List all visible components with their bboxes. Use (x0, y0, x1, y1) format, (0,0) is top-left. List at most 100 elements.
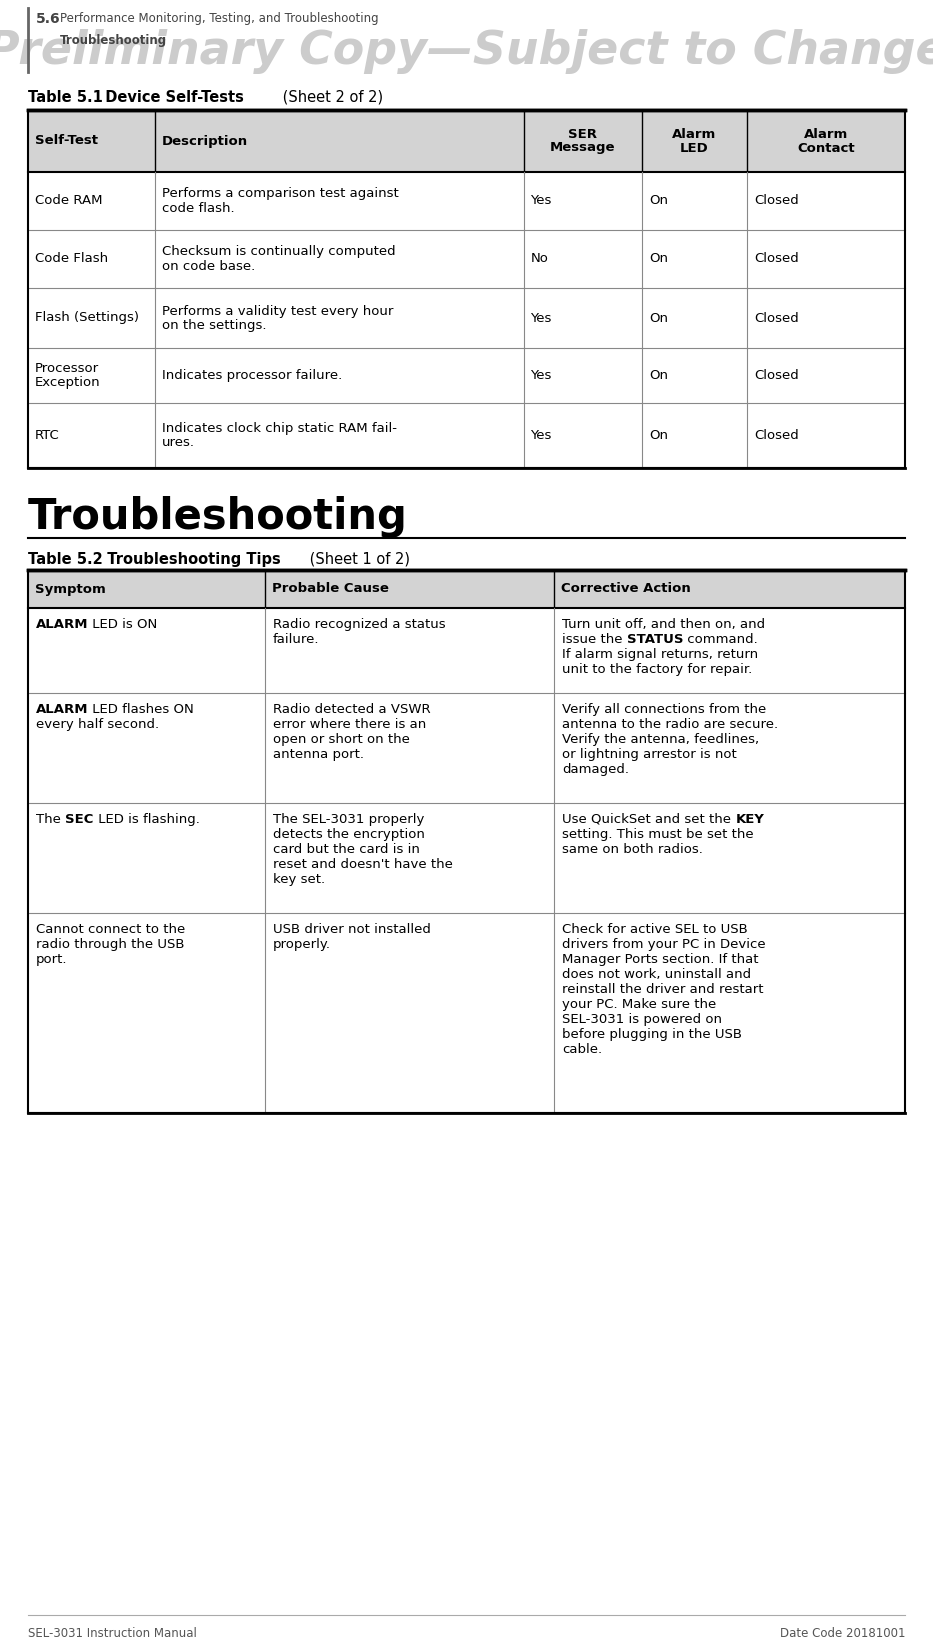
Bar (28, 348, 905, 403)
Text: LED: LED (680, 141, 709, 154)
Text: detects the encryption: detects the encryption (272, 828, 425, 841)
Text: Performs a validity test every hour: Performs a validity test every hour (162, 304, 394, 317)
Text: properly.: properly. (272, 938, 331, 951)
Text: before plugging in the USB: before plugging in the USB (563, 1029, 742, 1042)
Text: On: On (648, 429, 668, 442)
Text: on code base.: on code base. (162, 260, 256, 273)
Text: Corrective Action: Corrective Action (562, 583, 691, 595)
Text: Yes: Yes (531, 194, 552, 207)
Text: SEC: SEC (65, 813, 93, 826)
Text: does not work, uninstall and: does not work, uninstall and (563, 968, 751, 981)
Text: KEY: KEY (735, 813, 764, 826)
Text: Verify all connections from the: Verify all connections from the (563, 703, 766, 716)
Text: ALARM: ALARM (36, 618, 89, 631)
Text: reset and doesn't have the: reset and doesn't have the (272, 858, 453, 871)
Text: antenna port.: antenna port. (272, 748, 364, 761)
Text: (Sheet 2 of 2): (Sheet 2 of 2) (278, 90, 383, 105)
Text: key set.: key set. (272, 872, 325, 886)
Text: reinstall the driver and restart: reinstall the driver and restart (563, 983, 764, 996)
Text: ALARM: ALARM (36, 703, 89, 716)
Bar (28, 914, 905, 1112)
Text: No: No (531, 253, 549, 266)
Text: LED is flashing.: LED is flashing. (93, 813, 200, 826)
Text: radio through the USB: radio through the USB (36, 938, 185, 951)
Text: USB driver not installed: USB driver not installed (272, 923, 431, 937)
Text: ures.: ures. (162, 435, 195, 449)
Bar (28, 173, 905, 230)
Text: Contact: Contact (798, 141, 855, 154)
Text: Indicates clock chip static RAM fail-: Indicates clock chip static RAM fail- (162, 422, 397, 435)
Text: Code RAM: Code RAM (35, 194, 103, 207)
Bar (28, 110, 905, 468)
Text: SEL-3031 Instruction Manual: SEL-3031 Instruction Manual (28, 1627, 197, 1640)
Text: RTC: RTC (35, 429, 60, 442)
Text: Performs a comparison test against: Performs a comparison test against (162, 187, 399, 200)
Text: Symptom: Symptom (35, 583, 105, 595)
Text: unit to the factory for repair.: unit to the factory for repair. (563, 664, 752, 675)
Text: every half second.: every half second. (36, 718, 160, 731)
Text: Manager Ports section. If that: Manager Ports section. If that (563, 953, 759, 966)
Text: Turn unit off, and then on, and: Turn unit off, and then on, and (563, 618, 765, 631)
Text: On: On (648, 370, 668, 383)
Text: Message: Message (550, 141, 616, 154)
Text: The SEL-3031 properly: The SEL-3031 properly (272, 813, 425, 826)
Text: Code Flash: Code Flash (35, 253, 108, 266)
Text: Flash (Settings): Flash (Settings) (35, 312, 139, 325)
Text: Yes: Yes (531, 429, 552, 442)
Text: SER: SER (568, 128, 597, 141)
Text: Exception: Exception (35, 376, 101, 389)
Text: antenna to the radio are secure.: antenna to the radio are secure. (563, 718, 778, 731)
Text: drivers from your PC in Device: drivers from your PC in Device (563, 938, 766, 951)
Text: Cannot connect to the: Cannot connect to the (36, 923, 186, 937)
Text: Closed: Closed (754, 370, 799, 383)
Text: card but the card is in: card but the card is in (272, 843, 420, 856)
Text: Troubleshooting: Troubleshooting (60, 35, 167, 48)
Text: The: The (36, 813, 65, 826)
Text: setting. This must be set the: setting. This must be set the (563, 828, 754, 841)
Text: Alarm: Alarm (804, 128, 848, 141)
Text: same on both radios.: same on both radios. (563, 843, 703, 856)
Text: your PC. Make sure the: your PC. Make sure the (563, 997, 717, 1010)
Text: On: On (648, 312, 668, 325)
Text: Yes: Yes (531, 312, 552, 325)
Text: Closed: Closed (754, 312, 799, 325)
Text: Troubleshooting: Troubleshooting (28, 496, 408, 537)
Bar (28, 570, 905, 1112)
Text: 5.6: 5.6 (36, 12, 61, 26)
Bar (28, 110, 905, 173)
Text: Description: Description (162, 135, 248, 148)
Bar (28, 230, 905, 288)
Text: Radio recognized a status: Radio recognized a status (272, 618, 445, 631)
Text: Checksum is continually computed: Checksum is continually computed (162, 245, 396, 258)
Text: Troubleshooting Tips: Troubleshooting Tips (97, 552, 281, 567)
Text: Alarm: Alarm (673, 128, 717, 141)
Text: STATUS: STATUS (627, 633, 684, 646)
Text: Device Self-Tests: Device Self-Tests (95, 90, 244, 105)
Text: command.: command. (684, 633, 759, 646)
Text: Table 5.2: Table 5.2 (28, 552, 103, 567)
Text: Verify the antenna, feedlines,: Verify the antenna, feedlines, (563, 733, 759, 746)
Text: Use QuickSet and set the: Use QuickSet and set the (563, 813, 735, 826)
Text: Preliminary Copy—Subject to Change: Preliminary Copy—Subject to Change (0, 30, 933, 74)
Text: Processor: Processor (35, 361, 99, 375)
Text: Table 5.1: Table 5.1 (28, 90, 103, 105)
Text: cable.: cable. (563, 1043, 603, 1056)
Text: LED is ON: LED is ON (89, 618, 158, 631)
Bar (28, 693, 905, 803)
Text: code flash.: code flash. (162, 202, 235, 215)
Text: On: On (648, 253, 668, 266)
Text: on the settings.: on the settings. (162, 319, 267, 332)
Text: Date Code 20181001: Date Code 20181001 (779, 1627, 905, 1640)
Text: Check for active SEL to USB: Check for active SEL to USB (563, 923, 748, 937)
Bar (28, 803, 905, 914)
Text: Probable Cause: Probable Cause (272, 583, 389, 595)
Text: failure.: failure. (272, 633, 319, 646)
Text: port.: port. (36, 953, 67, 966)
Text: (Sheet 1 of 2): (Sheet 1 of 2) (305, 552, 410, 567)
Text: LED flashes ON: LED flashes ON (89, 703, 194, 716)
Text: Yes: Yes (531, 370, 552, 383)
Text: damaged.: damaged. (563, 762, 629, 775)
Text: open or short on the: open or short on the (272, 733, 410, 746)
Bar (28, 403, 905, 468)
Bar (28, 288, 905, 348)
